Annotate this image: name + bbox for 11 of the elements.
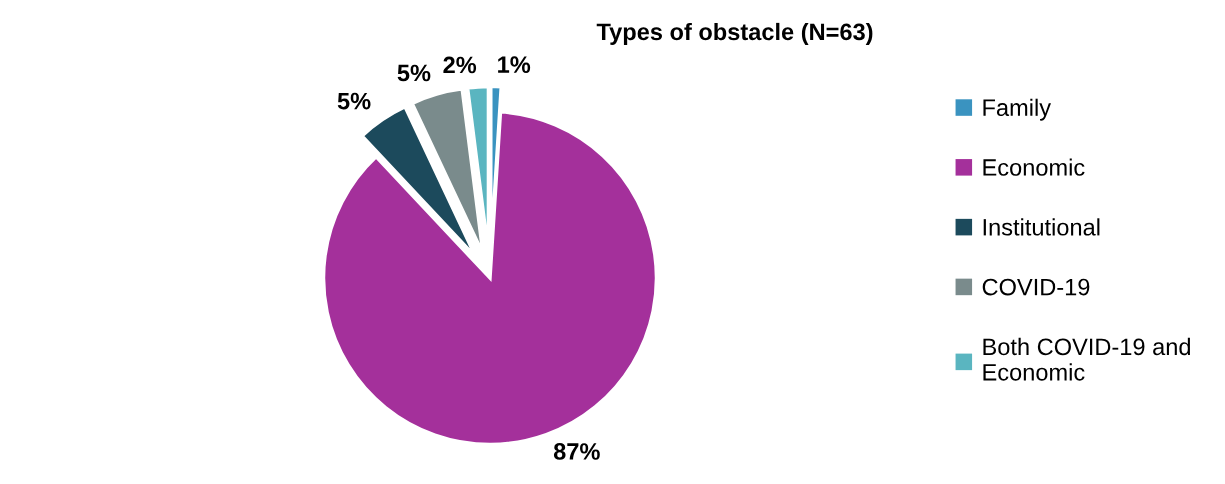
data-label: 5% <box>397 64 431 82</box>
legend-label: Both COVID-19 and Economic <box>983 337 1190 381</box>
legend-label: Family <box>983 98 1051 121</box>
chart-title: Types of obstacle (N=63) <box>596 22 873 45</box>
legend-label: Institutional <box>983 218 1100 236</box>
data-label: 1% <box>498 56 531 73</box>
data-label: 87% <box>553 443 600 460</box>
data-label: 2% <box>443 56 477 74</box>
data-label: 5% <box>337 92 371 110</box>
legend-label: COVID-19 <box>982 278 1090 296</box>
legend-label: Economic <box>983 158 1085 176</box>
